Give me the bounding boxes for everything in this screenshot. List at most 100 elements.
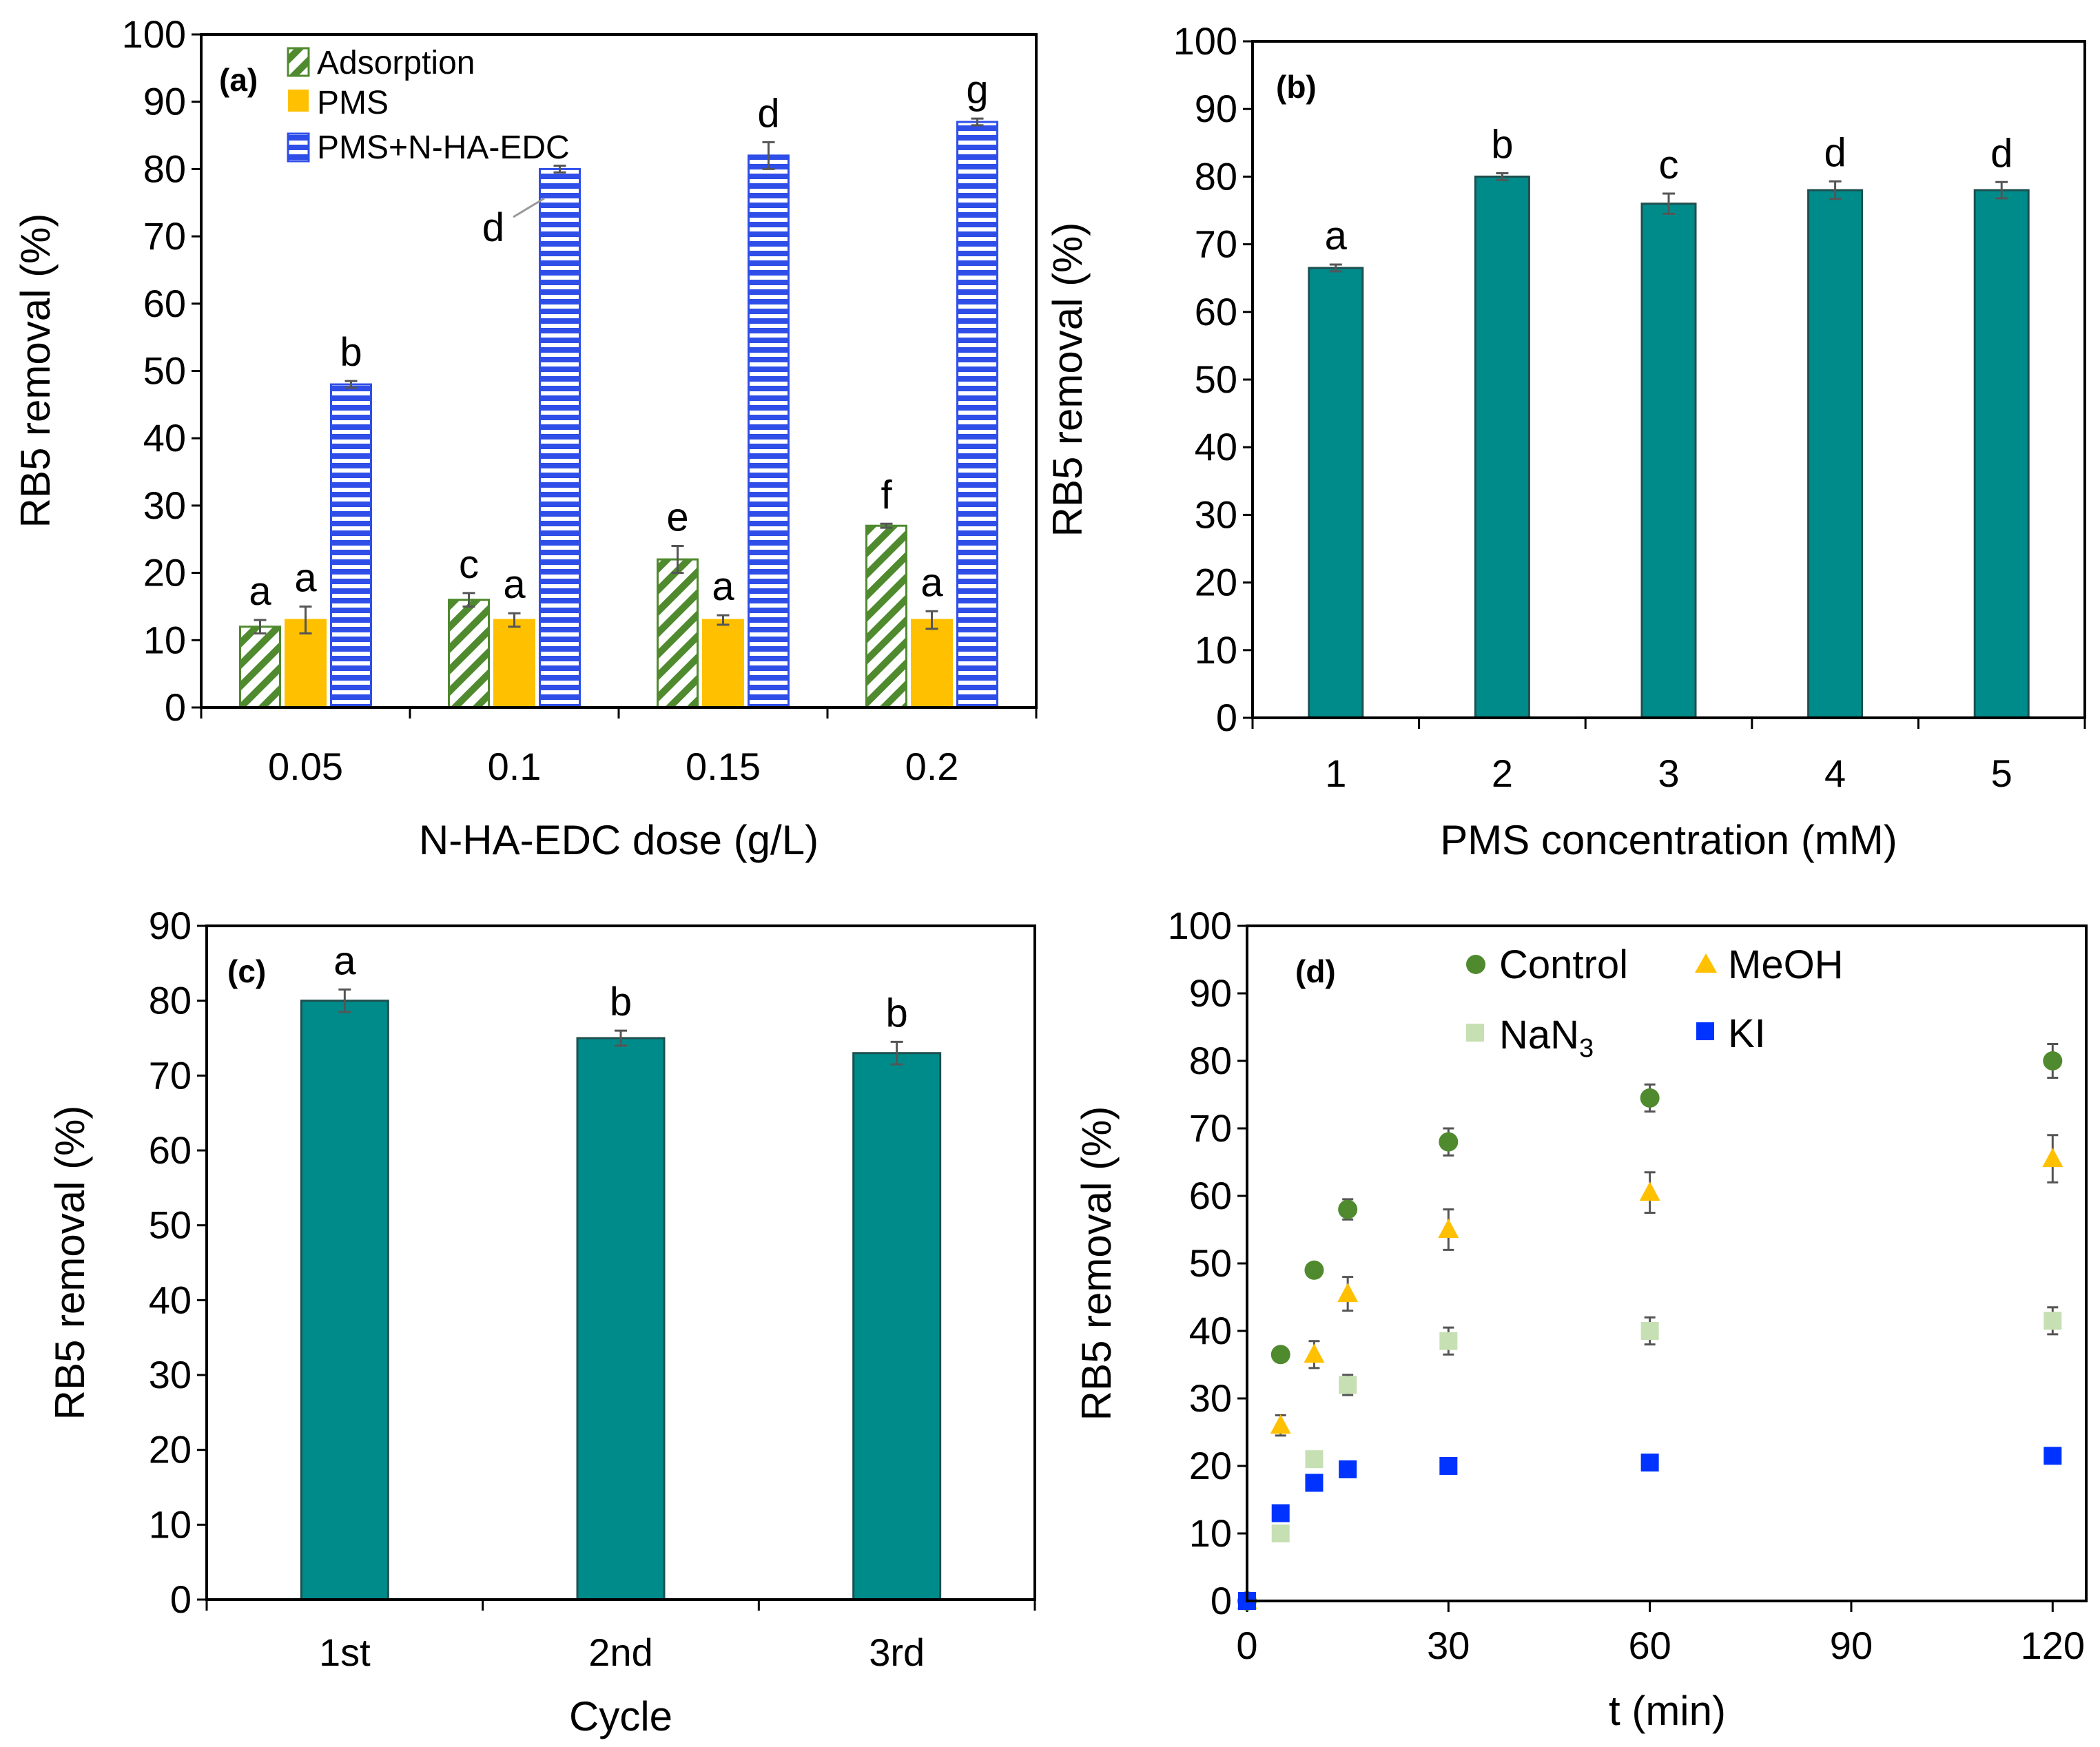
panel-b-xtick-label: 1 [1325,752,1346,795]
panel-a-xtick-label: 0.2 [905,745,959,788]
panel-a-legend: Adsorption PMS PMS+N-HA-EDC [287,45,570,166]
panel-a-bar-adsorption [657,558,699,709]
legend-marker-nan3 [1466,1024,1484,1042]
panel-a-significance-letter: d [482,205,504,250]
legend-swatch-pms-nhaedc [287,132,310,163]
panel-b-xlabel: PMS concentration (mM) [1440,817,1897,863]
panel-d-ytick-label: 40 [1189,1309,1232,1352]
legend-swatch-adsorption [287,47,310,77]
panel-d-ytick-label: 30 [1189,1376,1232,1420]
legend-marker-control [1466,955,1485,974]
panel-b-ytick-label: 30 [1195,493,1237,536]
panel-c-ytick-label: 40 [149,1278,192,1321]
panel-d-point-nan3 [1271,1524,1290,1542]
panel-d-tag: (d) [1295,953,1336,989]
panel-d-point-control [1270,1345,1290,1365]
panel-d-point-ki [1271,1504,1290,1522]
panel-c-tag: (c) [227,953,266,989]
panel-b-ytick-label: 70 [1195,223,1237,266]
panel-b-ytick-label: 50 [1195,358,1237,401]
panel-b-bar [1308,267,1364,719]
panel-d-ytick-label: 20 [1189,1444,1232,1487]
legend-label-ki: KI [1728,1011,1766,1056]
legend-marker-meoh [1695,953,1717,973]
panel-d-point-meoh [1337,1283,1359,1303]
panel-b-bars: a b c d d [1308,122,2030,719]
panel-d-point-nan3 [2044,1312,2062,1330]
panel-a-significance-letter: a [249,569,271,614]
panel-b-bar [1807,189,1864,719]
legend-label-control: Control [1499,942,1628,987]
panel-a-frame [200,33,1038,709]
panel-d-legend: Control MeOH NaN3 KI [1466,942,1844,1063]
panel-a-significance-letter: a [712,564,734,609]
panel-a-xlabel: N-HA-EDC dose (g/L) [419,817,819,863]
panel-a-bar-pms [911,619,953,709]
panel-d-ytick-label: 60 [1189,1174,1232,1217]
panel-b-ytick-label: 90 [1195,87,1237,130]
panel-a-ytick-label: 80 [143,147,186,190]
panel-b: 0 10 20 30 40 50 60 70 80 90 100 1 2 3 4 5 a b c d d (b) PM… [1044,19,2086,863]
panel-c-ytick-label: 50 [149,1203,192,1247]
panel-a-gridticks: 0 10 20 30 40 50 60 70 80 90 100 0.05 0.1 0.15 0.2 [122,12,1038,788]
panel-c-ytick-label: 10 [149,1502,192,1546]
panel-a-significance-letter: a [503,562,526,607]
panel-b-significance-letter: b [1491,122,1513,167]
panel-b-ytick-label: 80 [1195,154,1237,198]
panel-d-ytick-label: 90 [1189,971,1232,1015]
panel-a-significance-letter: c [459,542,479,587]
panel-d-point-ki [1439,1457,1458,1475]
panel-a-xtick-label: 0.15 [686,745,761,788]
panel-a-significance-letter: b [340,330,362,375]
panel-a-ytick-label: 100 [122,12,186,56]
panel-c-xlabel: Cycle [569,1693,672,1739]
panel-d-point-meoh [1304,1343,1325,1363]
panel-b-frame [1251,40,2086,719]
panel-b-bar [1973,189,2030,719]
panel-b-significance-letter: a [1325,214,1348,258]
panel-d-point-ki [1640,1454,1659,1472]
panel-a-xtick-label: 0.05 [268,745,343,788]
panel-a-significance-letter: g [966,68,988,112]
panel-a-bar-pms-nhaedc [748,154,790,709]
panel-d-ytick-label: 0 [1211,1579,1232,1622]
panel-a-ytick-label: 20 [143,551,186,595]
panel-b-xtick-label: 2 [1492,752,1513,795]
panel-a-bar-pms-nhaedc [539,167,581,709]
panel-c-significance-letter: b [610,980,632,1024]
panel-a-bar-adsorption [239,626,281,709]
panel-b-ytick-label: 10 [1195,628,1237,672]
panel-b-xtick-label: 4 [1824,752,1846,795]
panel-a-xtick-label: 0.1 [488,745,542,788]
legend-label-pms: PMS [317,85,389,121]
panel-a-significance-letter: a [920,560,943,605]
legend-label-adsorption: Adsorption [317,45,475,81]
panel-a-ytick-label: 60 [143,282,186,325]
panel-b-ytick-label: 60 [1195,290,1237,333]
panel-d-ytick-label: 100 [1168,904,1232,947]
panel-a-bar-pms [285,619,327,709]
legend-marker-ki [1696,1022,1714,1040]
panel-b-ytick-label: 20 [1195,561,1237,604]
panel-a-letter-leader [513,197,545,218]
panel-d-point-control [2043,1051,2063,1071]
panel-c-ytick-label: 30 [149,1353,192,1396]
panel-b-xtick-label: 3 [1658,752,1679,795]
panel-c-ytick-label: 80 [149,979,192,1022]
panel-b-bar [1640,203,1697,719]
panel-a-ytick-label: 90 [143,80,186,123]
legend-label-meoh: MeOH [1728,942,1844,987]
panel-c: 0 10 20 30 40 50 60 70 80 90 1st 2nd 3rd a b b (c) Cyc… [47,904,1036,1739]
panel-a-bar-pms-nhaedc [956,121,998,709]
panel-d-point-meoh [1270,1414,1291,1434]
panel-a-significance-letter: f [881,473,892,517]
panel-d-xtick-label: 0 [1236,1624,1257,1667]
panel-c-frame [205,924,1036,1601]
panel-b-bar [1474,175,1530,719]
panel-d-point-meoh [2042,1148,2063,1168]
panel-a-bar-pms [702,619,744,709]
panel-d-point-nan3 [1339,1376,1357,1394]
panel-a-ytick-label: 10 [143,618,186,661]
panel-a-ylabel: RB5 removal (%) [12,214,59,528]
